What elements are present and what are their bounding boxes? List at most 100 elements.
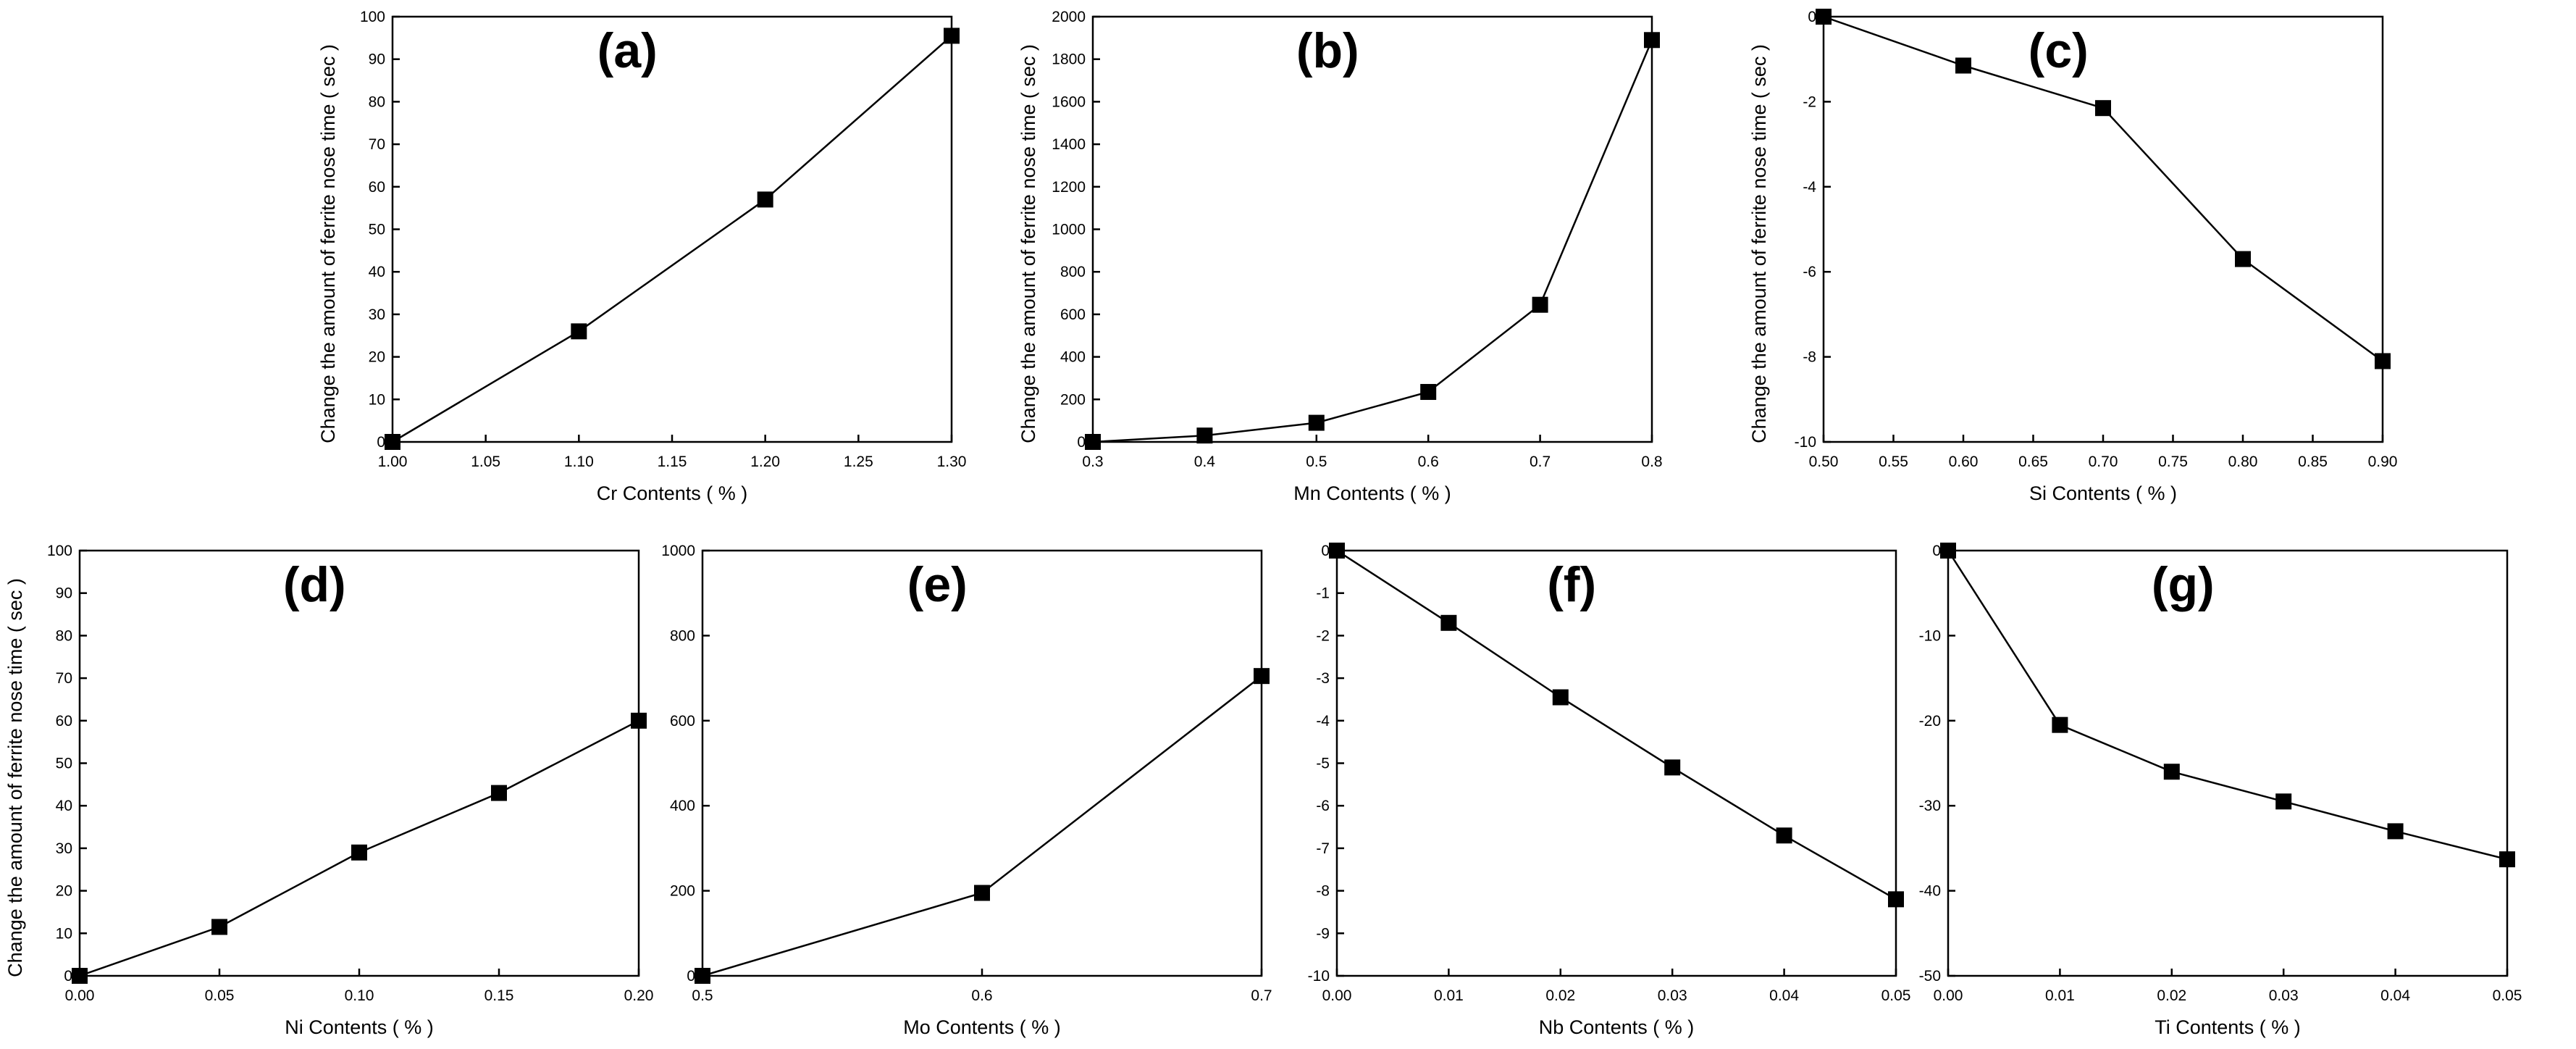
panel-title: (e) <box>907 557 968 612</box>
y-tick-label: 1800 <box>1052 51 1086 68</box>
x-axis-label: Cr Contents ( % ) <box>597 482 748 504</box>
series-line <box>1823 15 2383 362</box>
x-tick-label: 0.7 <box>1530 454 1551 470</box>
x-tick-label: 0.15 <box>484 987 514 1004</box>
panel-title: (g) <box>2152 557 2215 612</box>
x-tick-label: 1.15 <box>658 454 687 470</box>
data-point <box>2275 793 2292 810</box>
y-tick-label: 50 <box>56 756 72 772</box>
data-point <box>1532 296 1548 313</box>
y-tick-label: 1400 <box>1052 136 1086 153</box>
x-tick-label: 0.02 <box>2157 987 2186 1004</box>
plot-frame <box>1822 15 2384 443</box>
y-tick-label: 80 <box>56 627 72 644</box>
plot-frame <box>1335 549 1897 977</box>
data-point <box>1664 759 1681 776</box>
x-tick-label: 0.80 <box>2228 454 2258 470</box>
x-tick-label: 0.10 <box>345 987 374 1004</box>
y-tick-label: 0 <box>377 434 385 451</box>
y-tick-label: 100 <box>360 9 385 25</box>
series-line <box>392 35 952 443</box>
data-point <box>695 968 710 984</box>
x-tick-label: 0.00 <box>65 987 95 1004</box>
y-tick-label: -4 <box>1316 713 1330 730</box>
data-point <box>1940 543 1956 559</box>
x-tick-label: 0.4 <box>1194 454 1216 470</box>
data-point <box>1888 891 1904 908</box>
data-point <box>385 434 400 450</box>
data-point <box>1816 9 1832 25</box>
data-point <box>2387 823 2404 840</box>
y-tick-label: 1000 <box>1052 222 1086 238</box>
panel-title: (f) <box>1547 557 1596 612</box>
x-tick-label: 0.50 <box>1809 454 1839 470</box>
y-tick-label: -2 <box>1803 93 1816 110</box>
y-tick-label: -30 <box>1919 798 1941 814</box>
x-tick-label: 0.20 <box>624 987 654 1004</box>
data-point <box>1955 57 1971 74</box>
panel-title: (c) <box>2029 23 2089 78</box>
chart-panel-6: 0.00 0.01 0.02 0.03 0.04 0.05 0 -1 -2 -3 -4 -5 -6 -7 -… <box>1308 543 1910 1038</box>
data-point <box>2095 100 2111 117</box>
y-tick-label: -6 <box>1316 798 1330 814</box>
data-point <box>631 712 647 729</box>
y-tick-label: 80 <box>369 93 385 110</box>
x-tick-label: 1.05 <box>471 454 500 470</box>
x-tick-label: 1.00 <box>378 454 408 470</box>
x-axis-label: Mn Contents ( % ) <box>1293 482 1451 504</box>
y-tick-label: 1600 <box>1052 93 1086 110</box>
series-line <box>1947 550 2508 861</box>
x-tick-label: 0.65 <box>2018 454 2048 470</box>
x-tick-label: 0.04 <box>1769 987 1799 1004</box>
data-point <box>211 919 227 935</box>
series-line <box>702 675 1262 977</box>
y-tick-label: 60 <box>369 179 385 196</box>
x-tick-label: 1.10 <box>564 454 594 470</box>
y-tick-label: 0 <box>1321 543 1330 559</box>
data-point <box>2375 353 2391 369</box>
chart-panel-7: 0.00 0.01 0.02 0.03 0.04 0.05 0 -10 -20 -30 -40 -50… <box>1919 543 2522 1038</box>
y-tick-label: -40 <box>1919 883 1941 900</box>
plot-frame <box>391 15 953 443</box>
y-tick-label: -1 <box>1316 585 1330 602</box>
x-axis-label: Nb Contents ( % ) <box>1539 1016 1695 1038</box>
x-tick-label: 0.75 <box>2158 454 2188 470</box>
data-point <box>1085 434 1101 450</box>
y-axis-label: Change the amount of ferrite nose time (… <box>1018 44 1039 443</box>
x-tick-label: 0.5 <box>1306 454 1327 470</box>
x-axis-label: Mo Contents ( % ) <box>903 1016 1061 1038</box>
x-tick-label: 0.02 <box>1545 987 1575 1004</box>
x-tick-label: 0.7 <box>1251 987 1272 1004</box>
data-point <box>1420 384 1437 401</box>
y-axis-label: Change the amount of ferrite nose time (… <box>317 44 339 443</box>
x-tick-label: 1.20 <box>750 454 780 470</box>
data-point <box>351 844 367 861</box>
y-axis-label: Change the amount of ferrite nose time (… <box>4 578 26 977</box>
y-tick-label: 200 <box>670 883 695 900</box>
x-tick-label: 0.5 <box>692 987 713 1004</box>
chart-panel-4: 0.00 0.05 0.10 0.15 0.20 0 10 20 30 40 50 60 70 80 90 1… <box>4 543 653 1038</box>
y-tick-label: 90 <box>56 585 72 602</box>
y-tick-label: 50 <box>369 222 385 238</box>
x-axis-label: Ni Contents ( % ) <box>285 1016 434 1038</box>
x-axis-label: Ti Contents ( % ) <box>2155 1016 2301 1038</box>
y-tick-label: -7 <box>1316 840 1330 857</box>
y-tick-label: 40 <box>369 264 385 280</box>
y-tick-label: 90 <box>369 51 385 68</box>
y-tick-label: -10 <box>1308 968 1330 985</box>
y-tick-label: 400 <box>670 798 695 814</box>
y-tick-label: -8 <box>1316 883 1330 900</box>
y-tick-label: -6 <box>1803 264 1816 280</box>
data-point <box>1308 414 1325 431</box>
y-tick-label: 0 <box>1808 9 1816 25</box>
data-point <box>757 191 773 208</box>
data-point <box>571 323 587 340</box>
y-tick-label: 0 <box>64 968 72 985</box>
y-tick-label: 0 <box>1932 543 1941 559</box>
data-point <box>1440 614 1457 631</box>
y-tick-label: 40 <box>56 798 72 814</box>
data-point <box>2235 251 2251 267</box>
y-tick-label: 70 <box>56 670 72 687</box>
y-tick-label: 20 <box>369 349 385 366</box>
